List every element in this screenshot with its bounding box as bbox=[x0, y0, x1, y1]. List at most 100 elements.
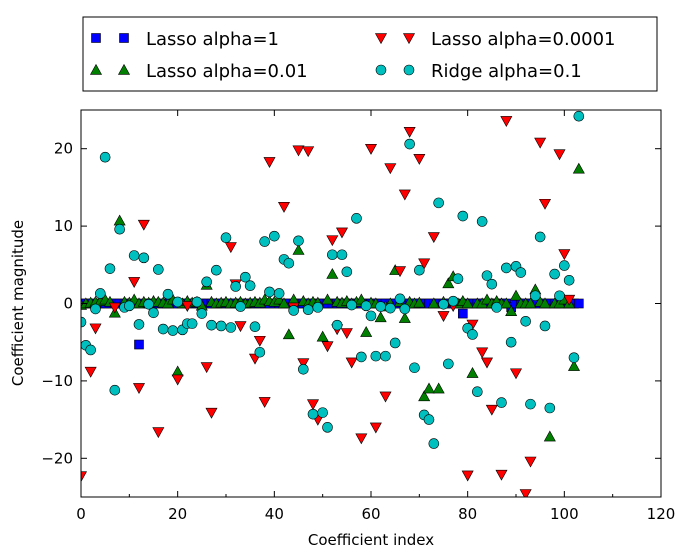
point-ridge-alpha-0-1 bbox=[230, 281, 241, 292]
point-ridge-alpha-0-1 bbox=[249, 321, 261, 333]
point-ridge-alpha-0-1 bbox=[380, 350, 391, 362]
point-lasso-alpha-0-0001 bbox=[263, 157, 276, 168]
point-lasso-alpha-0-01 bbox=[572, 162, 585, 174]
axes: 0 20 40 60 80 100 120 −20 −10 0 10 20 bbox=[41, 110, 675, 523]
point-ridge-alpha-0-1 bbox=[153, 264, 164, 275]
point-lasso-alpha-0-0001 bbox=[495, 469, 508, 481]
point-lasso-alpha-0-0001 bbox=[379, 391, 392, 403]
point-lasso-alpha-0-01 bbox=[398, 312, 411, 323]
point-ridge-alpha-0-1 bbox=[143, 298, 154, 310]
point-ridge-alpha-0-1 bbox=[360, 300, 372, 312]
point-lasso-alpha-0-0001 bbox=[340, 328, 353, 340]
point-ridge-alpha-0-1 bbox=[307, 408, 319, 420]
point-ridge-alpha-0-1 bbox=[385, 302, 396, 314]
point-ridge-alpha-0-1 bbox=[423, 414, 435, 425]
point-lasso-alpha-0-0001 bbox=[152, 427, 165, 439]
point-lasso-alpha-0-0001 bbox=[437, 311, 450, 323]
point-ridge-alpha-0-1 bbox=[414, 264, 425, 276]
point-ridge-alpha-0-1 bbox=[201, 276, 212, 288]
point-lasso-alpha-0-0001 bbox=[524, 456, 537, 468]
legend-marker bbox=[89, 63, 103, 75]
point-ridge-alpha-0-1 bbox=[568, 352, 580, 363]
legend-label: Ridge alpha=0.1 bbox=[431, 61, 582, 82]
point-lasso-alpha-0-01 bbox=[422, 382, 436, 394]
series-ridge-alpha-0-1 bbox=[81, 110, 585, 449]
point-ridge-alpha-0-1 bbox=[322, 422, 333, 433]
point-ridge-alpha-0-1 bbox=[99, 151, 111, 163]
point-lasso-alpha-0-0001 bbox=[500, 116, 513, 127]
point-ridge-alpha-0-1 bbox=[312, 302, 324, 313]
point-ridge-alpha-0-1 bbox=[447, 295, 459, 307]
x-tick-label: 40 bbox=[265, 505, 284, 523]
y-tick-label: 0 bbox=[63, 295, 73, 313]
point-ridge-alpha-0-1 bbox=[472, 386, 483, 398]
point-lasso-alpha-0-01 bbox=[524, 297, 537, 309]
point-lasso-alpha-0-01 bbox=[466, 367, 479, 378]
point-ridge-alpha-0-1 bbox=[298, 363, 309, 375]
point-lasso-alpha-0-0001 bbox=[171, 374, 184, 386]
point-lasso-alpha-0-0001 bbox=[418, 258, 431, 270]
point-ridge-alpha-0-1 bbox=[346, 299, 357, 311]
point-ridge-alpha-0-1 bbox=[486, 278, 498, 290]
point-lasso-alpha-0-01 bbox=[413, 296, 426, 308]
point-ridge-alpha-0-1 bbox=[133, 319, 145, 330]
legend-marker bbox=[403, 64, 415, 76]
point-ridge-alpha-0-1 bbox=[452, 273, 464, 285]
point-lasso-alpha-0-0001 bbox=[384, 163, 397, 175]
point-ridge-alpha-0-1 bbox=[356, 351, 367, 363]
point-lasso-alpha-0-0001 bbox=[509, 368, 523, 380]
point-lasso-alpha-0-01 bbox=[538, 297, 552, 309]
point-lasso-alpha-0-01 bbox=[360, 326, 373, 337]
legend-label: Lasso alpha=1 bbox=[146, 29, 279, 50]
point-lasso-alpha-0-0001 bbox=[355, 433, 368, 445]
legend: Lasso alpha=1 Lasso alpha=0.01 Lasso alpha… bbox=[82, 16, 658, 92]
x-tick-label: 0 bbox=[76, 505, 86, 523]
point-lasso-alpha-0-01 bbox=[543, 430, 556, 442]
point-lasso-alpha-0-0001 bbox=[181, 301, 194, 312]
point-ridge-alpha-0-1 bbox=[327, 249, 338, 261]
point-ridge-alpha-0-1 bbox=[563, 274, 575, 286]
point-lasso-alpha-0-01 bbox=[567, 360, 581, 371]
point-ridge-alpha-0-1 bbox=[351, 213, 362, 224]
point-ridge-alpha-0-1 bbox=[501, 262, 512, 274]
point-ridge-alpha-0-1 bbox=[273, 288, 285, 299]
point-lasso-alpha-0-0001 bbox=[108, 302, 121, 314]
point-lasso-alpha-0-0001 bbox=[538, 198, 552, 210]
point-ridge-alpha-0-1 bbox=[317, 407, 328, 418]
point-ridge-alpha-0-1 bbox=[283, 257, 295, 269]
point-lasso-alpha-1 bbox=[134, 339, 144, 350]
point-ridge-alpha-0-1 bbox=[109, 384, 121, 396]
point-ridge-alpha-0-1 bbox=[375, 301, 386, 312]
point-lasso-alpha-1 bbox=[574, 298, 584, 309]
point-ridge-alpha-0-1 bbox=[331, 319, 343, 331]
legend-label: Lasso alpha=0.0001 bbox=[431, 29, 616, 50]
point-lasso-alpha-0-0001 bbox=[519, 489, 532, 497]
point-ridge-alpha-0-1 bbox=[476, 216, 488, 227]
point-lasso-alpha-0-0001 bbox=[137, 219, 150, 231]
point-ridge-alpha-0-1 bbox=[496, 397, 507, 408]
point-lasso-alpha-0-0001 bbox=[534, 137, 547, 149]
point-ridge-alpha-0-1 bbox=[336, 249, 348, 261]
point-ridge-alpha-0-1 bbox=[530, 290, 541, 302]
point-ridge-alpha-0-1 bbox=[438, 298, 449, 310]
point-lasso-alpha-0-01 bbox=[316, 330, 329, 342]
legend-marker bbox=[374, 33, 388, 45]
legend-marker bbox=[117, 63, 131, 75]
point-lasso-alpha-0-0001 bbox=[84, 366, 97, 378]
point-ridge-alpha-0-1 bbox=[162, 288, 174, 300]
point-ridge-alpha-0-1 bbox=[138, 252, 150, 264]
point-ridge-alpha-0-1 bbox=[467, 329, 478, 340]
point-lasso-alpha-0-0001 bbox=[345, 357, 358, 369]
point-lasso-alpha-0-01 bbox=[505, 305, 518, 316]
point-ridge-alpha-0-1 bbox=[520, 316, 531, 327]
point-lasso-alpha-0-0001 bbox=[321, 341, 334, 353]
point-ridge-alpha-0-1 bbox=[491, 302, 502, 313]
point-ridge-alpha-0-1 bbox=[235, 301, 246, 312]
point-ridge-alpha-0-1 bbox=[114, 223, 125, 235]
point-lasso-alpha-0-0001 bbox=[476, 347, 489, 359]
point-ridge-alpha-0-1 bbox=[191, 296, 203, 308]
point-ridge-alpha-0-1 bbox=[220, 232, 232, 244]
x-axis-label: Coefficient index bbox=[308, 531, 434, 549]
legend-marker bbox=[375, 64, 387, 76]
